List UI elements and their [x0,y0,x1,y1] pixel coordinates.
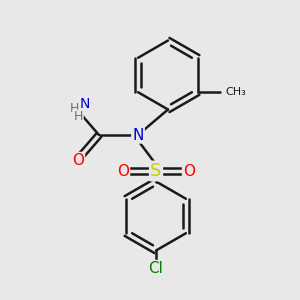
Text: N: N [132,128,144,142]
Text: CH₃: CH₃ [225,87,246,97]
Text: H: H [73,110,83,124]
Text: H: H [69,101,79,115]
Text: N: N [80,97,90,111]
Text: O: O [183,164,195,178]
Text: S: S [150,162,162,180]
Text: O: O [72,153,84,168]
Text: Cl: Cl [148,261,164,276]
Text: O: O [117,164,129,178]
